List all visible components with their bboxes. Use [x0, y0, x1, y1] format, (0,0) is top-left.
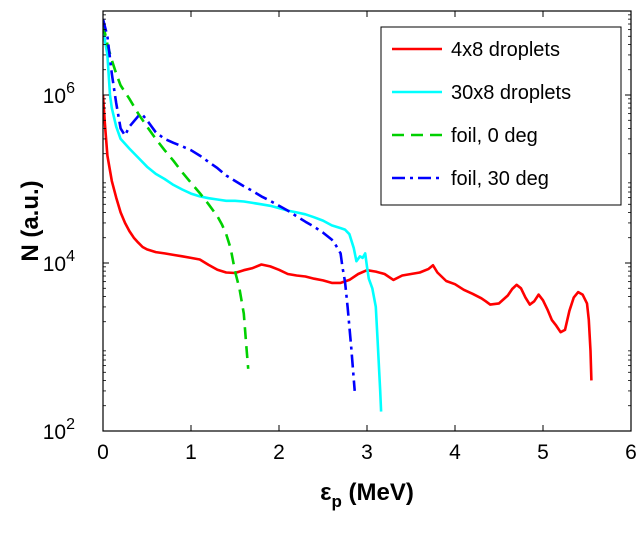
- series-line-4: [103, 18, 356, 392]
- legend-label-3: foil, 0 deg: [451, 125, 538, 147]
- x-tick-label: 2: [273, 441, 285, 464]
- legend-label-4: foil, 30 deg: [451, 168, 549, 190]
- y-tick-label: 102: [43, 416, 75, 444]
- ticks-group: 0 1 2 3 4 5 6 102 104 106: [43, 11, 637, 464]
- series-group: [103, 18, 593, 412]
- x-tick-label: 6: [625, 441, 637, 464]
- legend-label-1: 4x8 droplets: [451, 39, 560, 61]
- x-tick-label: 1: [185, 441, 197, 464]
- x-tick-label: 3: [361, 441, 373, 464]
- y-tick-label: 106: [43, 80, 75, 108]
- x-axis-label-unit: (MeV): [342, 479, 414, 506]
- legend: 4x8 droplets 30x8 droplets foil, 0 deg foil…: [380, 26, 622, 206]
- legend-box: [380, 26, 622, 206]
- series-line-3: [103, 23, 250, 369]
- legend-label-2: 30x8 droplets: [451, 82, 571, 104]
- x-axis-label-subscript: p: [332, 492, 342, 511]
- x-tick-label: 4: [449, 441, 461, 464]
- x-axis-label: εp (MeV): [320, 479, 414, 511]
- x-tick-label: 0: [97, 441, 109, 464]
- y-axis-label: N (a.u.): [17, 180, 44, 261]
- y-tick-label: 104: [43, 248, 75, 276]
- series-line-2: [103, 29, 383, 412]
- x-tick-label: 5: [537, 441, 549, 464]
- x-axis-label-symbol: ε: [320, 479, 331, 506]
- series-line-1: [103, 94, 593, 381]
